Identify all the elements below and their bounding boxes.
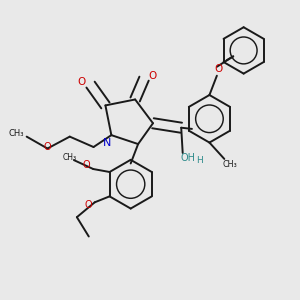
Text: H: H	[196, 156, 203, 165]
Text: O: O	[44, 142, 51, 152]
Text: O: O	[84, 200, 92, 210]
Text: CH₃: CH₃	[62, 153, 76, 162]
Text: O: O	[214, 64, 223, 74]
Text: O: O	[77, 76, 86, 87]
Text: CH₃: CH₃	[223, 160, 238, 169]
Text: O: O	[83, 160, 91, 170]
Text: OH: OH	[181, 153, 196, 163]
Text: O: O	[149, 71, 157, 81]
Text: N: N	[103, 139, 111, 148]
Text: CH₃: CH₃	[8, 129, 24, 138]
